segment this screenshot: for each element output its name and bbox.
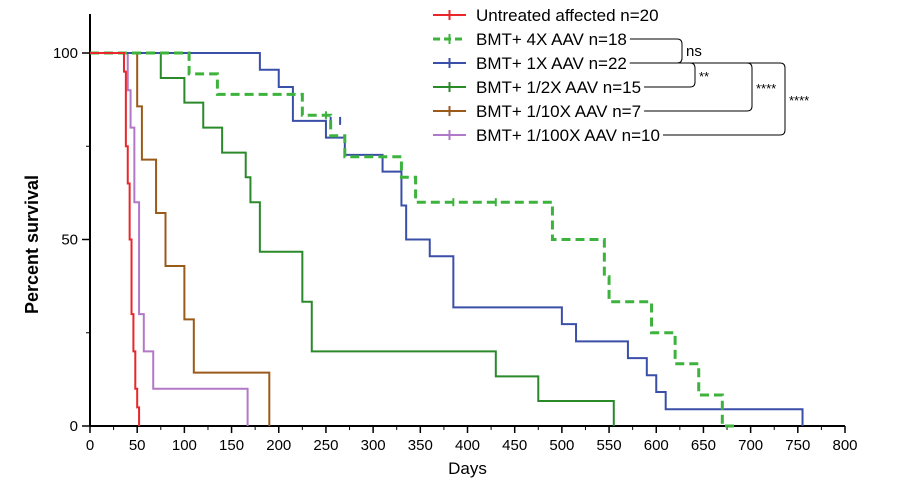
comparison-label: **** xyxy=(789,93,809,108)
y-tick-label: 100 xyxy=(53,45,78,62)
legend-label-3: BMT+ 1X AAV n=22 xyxy=(476,54,627,73)
legend-label-4: BMT+ 1/2X AAV n=15 xyxy=(476,78,641,97)
significance-brackets: ns********** xyxy=(629,38,809,136)
y-axis-title: Percent survival xyxy=(22,175,42,314)
series-line-5 xyxy=(90,52,271,426)
x-tick-label: 0 xyxy=(86,437,94,454)
x-tick-label: 100 xyxy=(172,437,197,454)
series-line-3 xyxy=(90,52,804,426)
comparison-label: **** xyxy=(756,81,776,96)
x-tick-label: 600 xyxy=(644,437,669,454)
series-line-2 xyxy=(90,51,737,428)
x-tick-label: 250 xyxy=(313,437,338,454)
comparison-bracket xyxy=(629,62,786,136)
x-axis-title: Days xyxy=(448,459,487,478)
series-line-1 xyxy=(90,52,141,426)
legend-label-2: BMT+ 4X AAV n=18 xyxy=(476,30,627,49)
comparison-label: ns xyxy=(686,43,702,60)
x-tick-label: 750 xyxy=(785,437,810,454)
x-tick-label: 550 xyxy=(597,437,622,454)
comparison-bracket xyxy=(629,38,683,64)
x-tick-label: 200 xyxy=(266,437,291,454)
y-tick-label: 50 xyxy=(61,232,78,249)
comparison-label: ** xyxy=(699,69,709,84)
x-tick-label: 500 xyxy=(549,437,574,454)
legend-label-5: BMT+ 1/10X AAV n=7 xyxy=(476,102,641,121)
series-line-4 xyxy=(90,52,615,426)
legend: Untreated affected n=20 BMT+ 4X AAV n=18 B… xyxy=(433,6,660,145)
x-tick-label: 450 xyxy=(502,437,527,454)
x-tick-label: 350 xyxy=(408,437,433,454)
y-tick-label: 0 xyxy=(70,418,78,435)
x-tick-label: 800 xyxy=(832,437,857,454)
x-tick-label: 300 xyxy=(361,437,386,454)
x-tick-label: 50 xyxy=(129,437,146,454)
legend-label-1: Untreated affected n=20 xyxy=(476,6,659,25)
x-tick-label: 150 xyxy=(219,437,244,454)
x-tick-label: 700 xyxy=(738,437,763,454)
series-line-6 xyxy=(90,52,249,426)
legend-label-6: BMT+ 1/100X AAV n=10 xyxy=(476,126,660,145)
series-layer xyxy=(90,51,804,428)
x-tick-label: 400 xyxy=(455,437,480,454)
x-tick-label: 650 xyxy=(691,437,716,454)
axes: 0 50 100 150 200 250 300 350 400 450 500 550 600 650 7… xyxy=(53,14,858,454)
